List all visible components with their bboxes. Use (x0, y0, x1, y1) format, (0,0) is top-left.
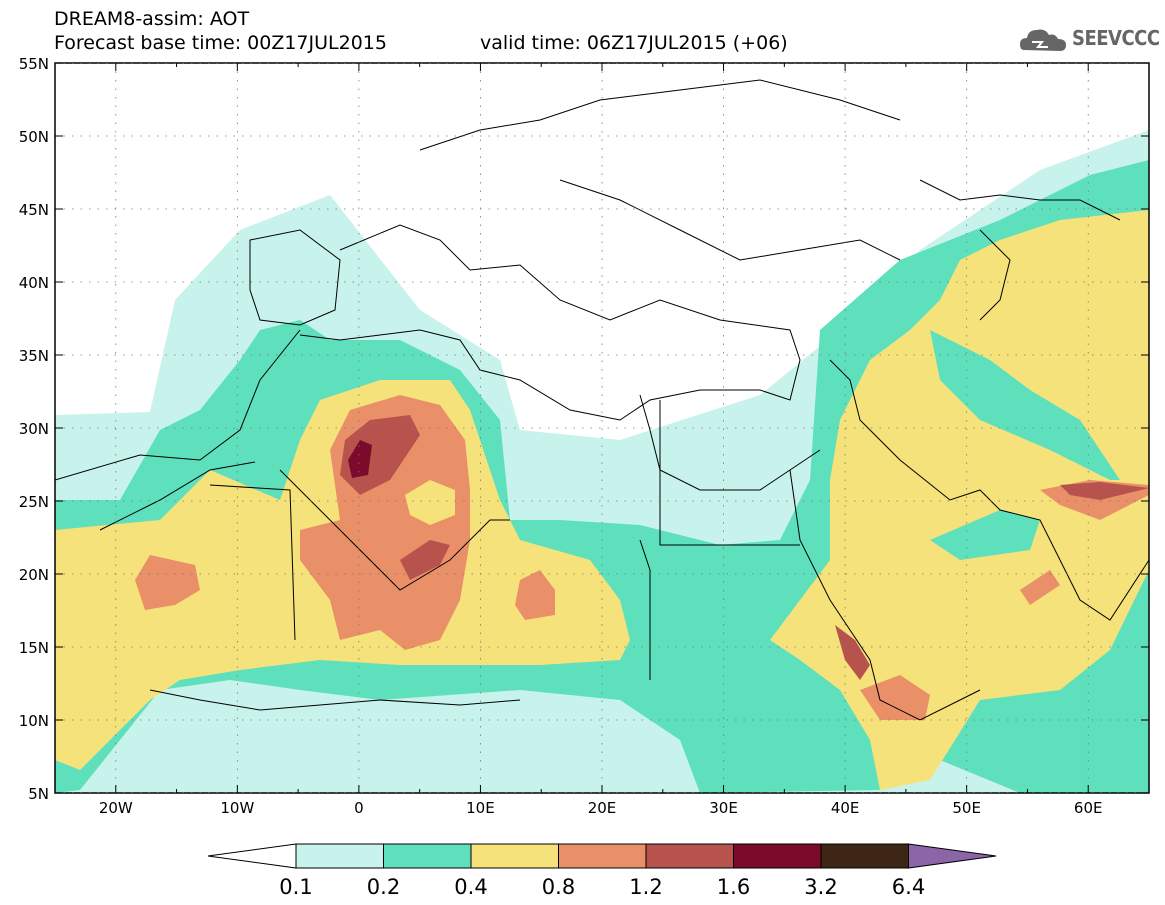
colorbar-segment (645, 843, 734, 869)
colorbar-label: 0.4 (454, 875, 487, 899)
colorbar-segment (295, 843, 384, 869)
colorbar-label: 3.2 (804, 875, 837, 899)
colorbar-label: 1.2 (629, 875, 662, 899)
colorbar-low-arrow (207, 843, 297, 869)
lat-label: 5N (28, 785, 49, 803)
lon-label: 20E (588, 799, 617, 817)
lon-axis: 20W 10W 0 10E 20E 30E 40E 50E 60E (54, 63, 1150, 817)
lat-label: 10N (19, 712, 49, 730)
colorbar-label: 6.4 (892, 875, 925, 899)
lon-label: 20W (99, 799, 133, 817)
colorbar-segment (733, 843, 822, 869)
colorbar-label: 0.2 (367, 875, 400, 899)
colorbar-segment (820, 843, 909, 869)
cloud-logo-icon (1020, 29, 1066, 51)
map-title: DREAM8-assim: AOT (54, 8, 250, 30)
logo-text: SEEVCCC (1072, 26, 1160, 50)
lon-label: 10W (220, 799, 254, 817)
lat-label: 15N (19, 639, 49, 657)
forecast-base-time: Forecast base time: 00Z17JUL2015 (54, 32, 387, 54)
colorbar-segment (470, 843, 559, 869)
lon-label: 40E (831, 799, 860, 817)
lat-label: 45N (19, 201, 49, 219)
lon-label: 10E (466, 799, 495, 817)
coastlines (55, 79, 1149, 721)
lat-label: 35N (19, 347, 49, 365)
lat-label: 50N (19, 128, 49, 146)
lon-label: 30E (709, 799, 738, 817)
lat-axis: 55N 50N 45N 40N 35N 30N 25N 20N 15N 10N 5N (19, 55, 1149, 803)
aot-field (55, 130, 1149, 793)
colorbar-label: 0.8 (542, 875, 575, 899)
colorbar-segment (383, 843, 472, 869)
lon-label: 0 (354, 799, 364, 817)
valid-time: valid time: 06Z17JUL2015 (+06) (480, 32, 788, 54)
colorbar: 0.1 0.2 0.4 0.8 1.2 1.6 3.2 6.4 (207, 843, 997, 899)
lon-label: 50E (952, 799, 981, 817)
colorbar-label: 0.1 (279, 875, 312, 899)
colorbar-label: 1.6 (717, 875, 750, 899)
lat-label: 55N (19, 55, 49, 73)
lat-label: 30N (19, 420, 49, 438)
colorbar-segment (558, 843, 647, 869)
colorbar-high-arrow (908, 843, 997, 869)
lat-label: 25N (19, 493, 49, 511)
lon-label: 60E (1074, 799, 1103, 817)
lat-label: 40N (19, 274, 49, 292)
lat-label: 20N (19, 566, 49, 584)
